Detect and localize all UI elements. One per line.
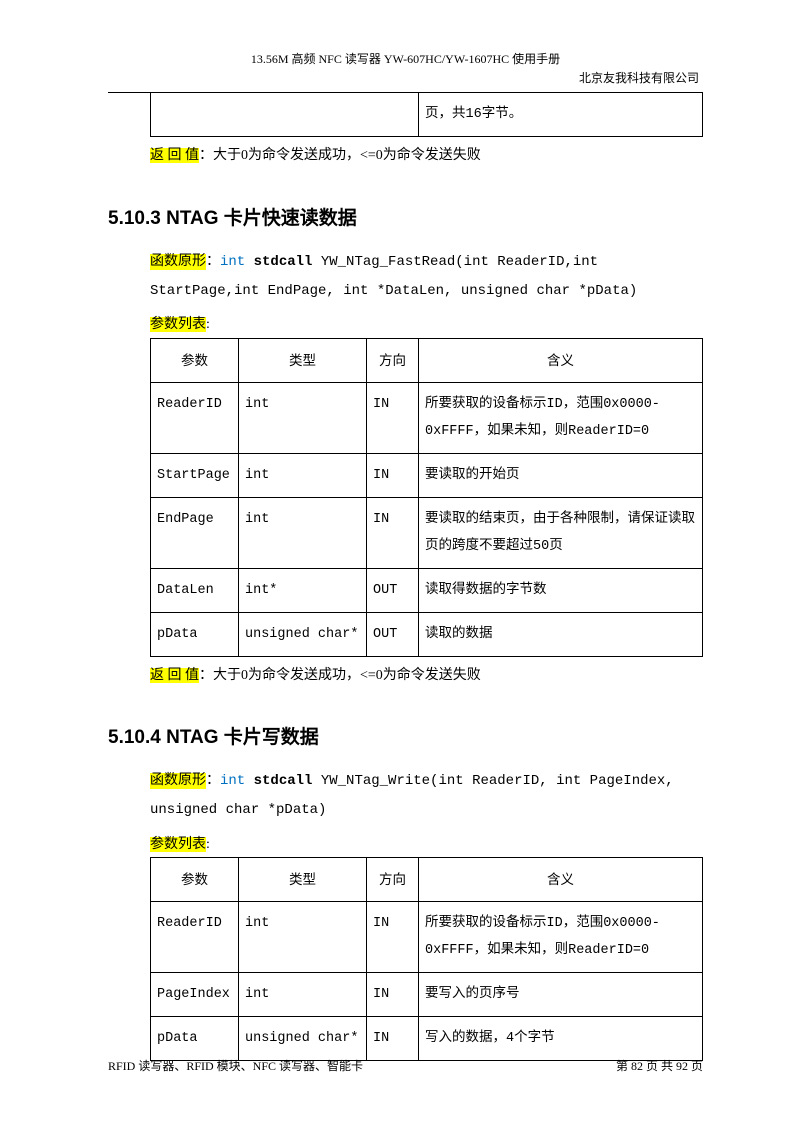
proto-text-2b: unsigned char *pData): [150, 802, 326, 818]
table-row: StartPageintIN要读取的开始页: [151, 453, 703, 497]
params-table-2: 参数 类型 方向 含义 ReaderIDintIN所要获取的设备标示ID，范围0…: [150, 857, 703, 1061]
cell: 读取的数据: [419, 612, 703, 656]
cell: EndPage: [151, 497, 239, 568]
cell: pData: [151, 1016, 239, 1060]
cell: unsigned char*: [239, 612, 367, 656]
section2-body: 函数原形：int stdcall YW_NTag_Write(int Reade…: [150, 767, 703, 1061]
section-title-1: NTAG 卡片快速读数据: [166, 208, 357, 229]
proto-text-1b: StartPage,int EndPage, int *DataLen, uns…: [150, 283, 637, 299]
header-title: 13.56M 高频 NFC 读写器 YW-607HC/YW-1607HC 使用手…: [108, 50, 703, 69]
section-heading-1: 5.10.3 NTAG 卡片快速读数据: [108, 203, 703, 230]
table-row: DataLenint*OUT读取得数据的字节数: [151, 568, 703, 612]
cell: ReaderID: [151, 382, 239, 453]
th-meaning: 含义: [419, 857, 703, 901]
return-label: 返 回 值: [150, 148, 199, 163]
table-row: 页，共16字节。: [151, 93, 703, 137]
cell: int: [239, 382, 367, 453]
proto-block-1: 函数原形：int stdcall YW_NTag_FastRead(int Re…: [150, 248, 703, 307]
section-num-1: 5.10.3: [108, 208, 161, 229]
cell: IN: [367, 1016, 419, 1060]
cell: ReaderID: [151, 901, 239, 972]
th-type: 类型: [239, 338, 367, 382]
return-line-0: 返 回 值：大于0为命令发送成功，<=0为命令发送失败: [150, 143, 703, 168]
th-param: 参数: [151, 338, 239, 382]
table-row: PageIndexintIN要写入的页序号: [151, 972, 703, 1016]
kw-int: int: [220, 773, 245, 789]
fragment-table: 页，共16字节。: [150, 93, 703, 137]
th-meaning: 含义: [419, 338, 703, 382]
cell: pData: [151, 612, 239, 656]
table-header-row: 参数 类型 方向 含义: [151, 857, 703, 901]
return-text: ：大于0为命令发送成功，<=0为命令发送失败: [199, 148, 481, 163]
return-label: 返 回 值: [150, 668, 199, 683]
cell: 要读取的开始页: [419, 453, 703, 497]
cell: int*: [239, 568, 367, 612]
cell: OUT: [367, 568, 419, 612]
proto-label: 函数原形: [150, 254, 206, 270]
page-footer: RFID 读写器、RFID 模块、NFC 读写器、智能卡 第 82 页 共 92…: [108, 1057, 703, 1074]
header-company: 北京友我科技有限公司: [108, 69, 703, 88]
cell: PageIndex: [151, 972, 239, 1016]
table-header-row: 参数 类型 方向 含义: [151, 338, 703, 382]
section-num-2: 5.10.4: [108, 727, 161, 748]
th-dir: 方向: [367, 857, 419, 901]
cell: 所要获取的设备标示ID，范围0x0000-0xFFFF，如果未知，则Reader…: [419, 901, 703, 972]
params-table-1: 参数 类型 方向 含义 ReaderIDintIN所要获取的设备标示ID，范围0…: [150, 338, 703, 657]
kw-stdcall: stdcall: [254, 254, 313, 270]
th-dir: 方向: [367, 338, 419, 382]
fragment-table-wrap: 页，共16字节。 返 回 值：大于0为命令发送成功，<=0为命令发送失败: [150, 93, 703, 168]
cell: unsigned char*: [239, 1016, 367, 1060]
proto-label: 函数原形: [150, 773, 206, 789]
params-label: 参数列表: [150, 837, 206, 852]
table-row: ReaderIDintIN所要获取的设备标示ID，范围0x0000-0xFFFF…: [151, 382, 703, 453]
cell: int: [239, 972, 367, 1016]
params-label-line-2: 参数列表:: [150, 832, 703, 857]
cell: IN: [367, 453, 419, 497]
return-text: ：大于0为命令发送成功，<=0为命令发送失败: [199, 668, 481, 683]
section1-body: 函数原形：int stdcall YW_NTag_FastRead(int Re…: [150, 248, 703, 688]
cell: 写入的数据，4个字节: [419, 1016, 703, 1060]
page-header: 13.56M 高频 NFC 读写器 YW-607HC/YW-1607HC 使用手…: [108, 50, 703, 88]
proto-colon: ：: [206, 773, 220, 789]
cell: DataLen: [151, 568, 239, 612]
table-row: EndPageintIN要读取的结束页，由于各种限制，请保证读取页的跨度不要超过…: [151, 497, 703, 568]
params-label: 参数列表: [150, 317, 206, 332]
params-label-line-1: 参数列表:: [150, 312, 703, 337]
cell: int: [239, 453, 367, 497]
cell: 要写入的页序号: [419, 972, 703, 1016]
cell: 所要获取的设备标示ID，范围0x0000-0xFFFF，如果未知，则Reader…: [419, 382, 703, 453]
cell: OUT: [367, 612, 419, 656]
section-heading-2: 5.10.4 NTAG 卡片写数据: [108, 722, 703, 749]
cell: 读取得数据的字节数: [419, 568, 703, 612]
frag-cell-right: 页，共16字节。: [419, 93, 703, 137]
table-row: ReaderIDintIN所要获取的设备标示ID，范围0x0000-0xFFFF…: [151, 901, 703, 972]
footer-left: RFID 读写器、RFID 模块、NFC 读写器、智能卡: [108, 1057, 363, 1074]
cell: IN: [367, 972, 419, 1016]
cell: int: [239, 901, 367, 972]
cell: 要读取的结束页，由于各种限制，请保证读取页的跨度不要超过50页: [419, 497, 703, 568]
return-line-1: 返 回 值：大于0为命令发送成功，<=0为命令发送失败: [150, 663, 703, 688]
kw-int: int: [220, 254, 245, 270]
th-type: 类型: [239, 857, 367, 901]
proto-text-2a: YW_NTag_Write(int ReaderID, int PageInde…: [312, 773, 673, 789]
cell: IN: [367, 382, 419, 453]
frag-cell-left: [151, 93, 419, 137]
proto-colon: ：: [206, 254, 220, 270]
table-row: pDataunsigned char*OUT读取的数据: [151, 612, 703, 656]
table-row: pDataunsigned char*IN写入的数据，4个字节: [151, 1016, 703, 1060]
footer-right: 第 82 页 共 92 页: [616, 1057, 703, 1074]
th-param: 参数: [151, 857, 239, 901]
cell: IN: [367, 901, 419, 972]
proto-text-1a: YW_NTag_FastRead(int ReaderID,int: [312, 254, 598, 270]
cell: StartPage: [151, 453, 239, 497]
cell: int: [239, 497, 367, 568]
section-title-2: NTAG 卡片写数据: [166, 727, 319, 748]
kw-stdcall: stdcall: [254, 773, 313, 789]
proto-block-2: 函数原形：int stdcall YW_NTag_Write(int Reade…: [150, 767, 703, 826]
cell: IN: [367, 497, 419, 568]
